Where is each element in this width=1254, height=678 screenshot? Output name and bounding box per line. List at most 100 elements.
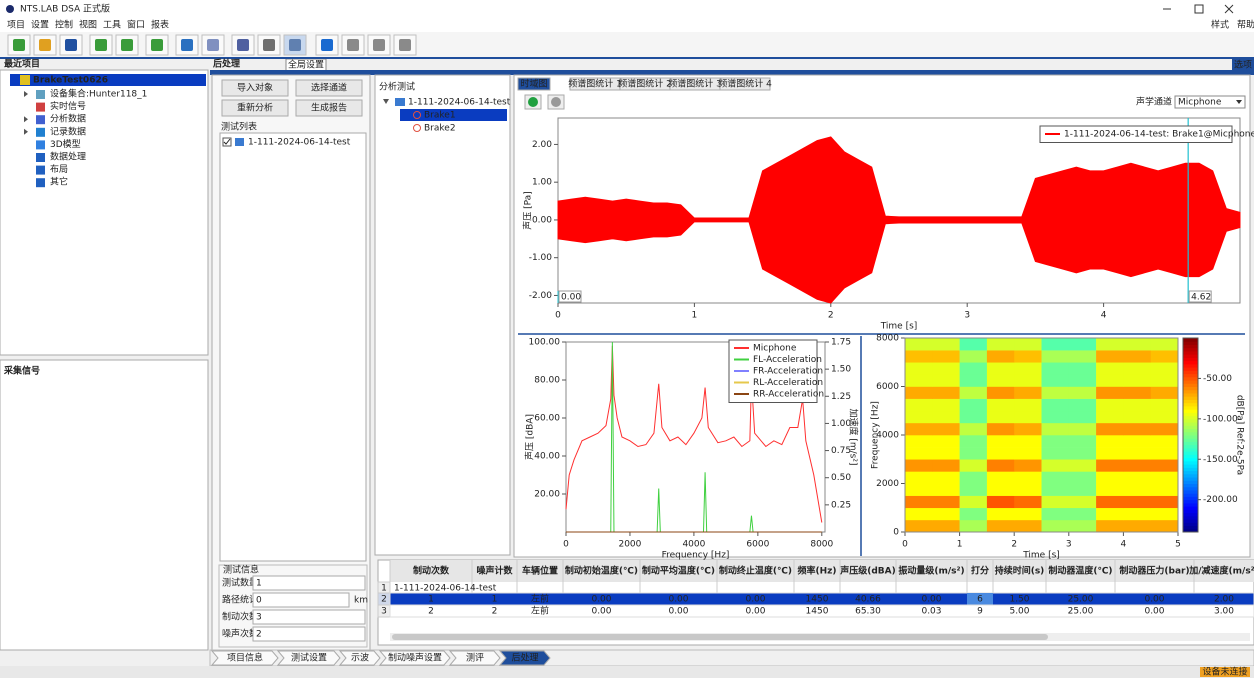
legend-label: RL-Acceleration [753, 378, 823, 388]
toolbar-icon [373, 39, 385, 51]
button-label[interactable]: 生成报告 [311, 102, 347, 114]
colorbar-step [1183, 447, 1198, 452]
tree-item[interactable]: 分析数据 [50, 113, 86, 125]
menu-item[interactable]: 帮助 [1237, 19, 1254, 31]
colorbar-step [1183, 435, 1198, 439]
bottom-tab[interactable] [210, 650, 279, 666]
bottom-tab-label[interactable]: 测评 [466, 653, 484, 664]
tree-item[interactable]: 其它 [50, 176, 68, 188]
row-number: 1 [381, 584, 387, 594]
table-cell: 0.00 [1144, 595, 1164, 605]
bottom-tab[interactable] [378, 650, 451, 666]
toolbar-icon [13, 39, 25, 51]
colorbar-step [1183, 522, 1198, 527]
bottom-tab-label[interactable]: 测试设置 [291, 652, 327, 664]
analysis-item[interactable]: Brake1 [424, 111, 456, 121]
bottom-tab[interactable] [276, 650, 341, 666]
bottom-tab[interactable] [498, 650, 551, 666]
button[interactable] [295, 79, 363, 97]
heatmap-cell [1150, 350, 1179, 363]
menu-item[interactable]: 报表 [151, 19, 169, 31]
brake-icon [413, 111, 421, 119]
tab-label[interactable]: 频谱图统计 1 [568, 78, 622, 90]
button-label[interactable]: 选择通道 [311, 82, 347, 94]
y-tick-label: 0.00 [532, 215, 552, 225]
tab-label[interactable]: 时域图 [520, 78, 547, 90]
button[interactable] [295, 99, 363, 117]
heatmap-cell [986, 519, 1015, 533]
bottom-tab[interactable] [448, 650, 501, 666]
expand-arrow[interactable] [24, 116, 28, 123]
tree-icon [36, 165, 45, 175]
heatmap-cell [1150, 495, 1179, 509]
menu-item[interactable]: 样式 [1211, 19, 1229, 31]
colorbar-step [1183, 405, 1198, 410]
y-axis-label: Frequency [Hz] [871, 401, 881, 469]
x-tick-label: 1 [957, 540, 963, 550]
heatmap-cell [1150, 471, 1179, 484]
field-input[interactable] [252, 575, 366, 591]
button-label[interactable]: 重新分析 [237, 102, 273, 114]
test-item[interactable]: 1-111-2024-06-14-test [248, 138, 351, 148]
button[interactable] [221, 79, 289, 97]
button-label[interactable]: 导入对象 [237, 82, 273, 94]
analysis-test[interactable]: 1-111-2024-06-14-test [408, 98, 511, 108]
colorbar-tick-label: -150.00 [1203, 455, 1238, 465]
bottom-tab[interactable] [338, 650, 381, 666]
colorbar-step [1183, 367, 1198, 371]
scrollbar-thumb[interactable] [392, 634, 1048, 640]
table-row[interactable] [389, 604, 1254, 618]
menu-item[interactable]: 窗口 [127, 19, 145, 31]
tree-item[interactable]: 3D模型 [50, 139, 81, 150]
tree-item[interactable]: 设备集合:Hunter118_1 [50, 88, 147, 100]
heatmap-cell [1150, 483, 1179, 496]
tree-root[interactable]: BrakeTest0626 [33, 76, 108, 86]
bottom-tab-label[interactable]: 项目信息 [227, 652, 263, 664]
menu-item[interactable]: 设置 [31, 20, 49, 31]
expand-arrow[interactable] [24, 91, 28, 97]
heatmap-cell [1068, 435, 1097, 448]
tab-label[interactable]: 频谱图统计 2 [618, 78, 672, 90]
menu-item[interactable]: 视图 [79, 19, 97, 31]
colorbar-step [1183, 480, 1198, 484]
tree-item[interactable]: 数据处理 [50, 151, 86, 163]
tree-item[interactable]: 布局 [50, 163, 68, 175]
button[interactable] [221, 99, 289, 117]
menu-item[interactable]: 工具 [103, 20, 121, 31]
channel-value[interactable]: Micphone [1178, 98, 1222, 108]
bottom-tab-label[interactable]: 后处理 [511, 652, 538, 664]
colorbar-tick-label: -100.00 [1203, 414, 1238, 424]
field-input[interactable] [252, 592, 350, 608]
tree-item[interactable]: 记录数据 [50, 125, 86, 137]
tab-label[interactable]: 频谱图统计 3 [668, 78, 722, 90]
heatmap-cell [959, 483, 988, 496]
analysis-item[interactable]: Brake2 [424, 124, 456, 134]
heatmap-cell [1096, 519, 1124, 533]
y-axis-label: 声压 [dBA] [524, 414, 536, 460]
tree-item[interactable]: 实时信号 [50, 100, 86, 112]
heatmap-cell [1150, 338, 1179, 351]
tab-label[interactable]: 频谱图统计 4 [718, 78, 772, 90]
bottom-tab-label[interactable]: 示波 [351, 652, 369, 664]
heatmap-cell [1150, 507, 1179, 521]
heatmap-cell [1123, 435, 1151, 448]
expand-arrow[interactable] [24, 128, 28, 135]
field-input[interactable] [252, 626, 366, 642]
table-cell: 65.30 [855, 607, 881, 617]
menu-item[interactable]: 控制 [55, 19, 73, 31]
maximize-button[interactable] [1194, 4, 1204, 14]
field-value: 0 [256, 596, 262, 606]
menu-item[interactable]: 项目 [7, 20, 25, 31]
plot-frame [904, 337, 1179, 533]
heatmap-cell [1096, 338, 1124, 351]
field-input[interactable] [252, 609, 366, 625]
colorbar-step [1183, 363, 1198, 368]
heatmap-cell [932, 483, 960, 496]
options-button[interactable] [1232, 59, 1254, 70]
tab[interactable] [719, 77, 771, 91]
channel-select[interactable] [1174, 95, 1246, 109]
y-tick-label: -2.00 [529, 291, 553, 301]
bottom-tab-label[interactable]: 制动噪声设置 [388, 652, 442, 664]
table-cell: 0.00 [745, 607, 765, 617]
tab[interactable] [517, 77, 551, 91]
